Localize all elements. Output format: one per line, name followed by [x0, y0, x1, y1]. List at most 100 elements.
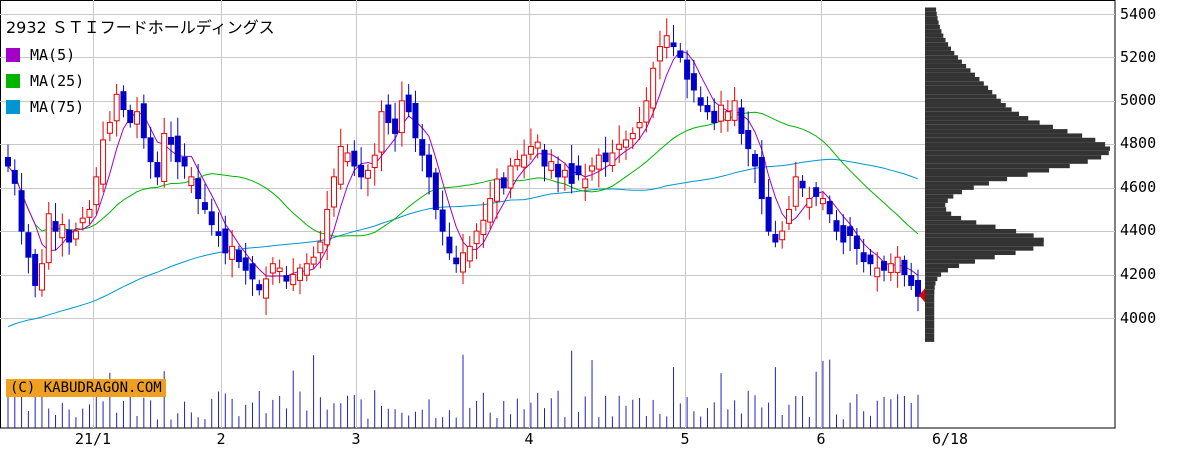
- profile-bar: [925, 85, 989, 90]
- profile-bar: [925, 315, 935, 321]
- x-tick-label: 5: [680, 430, 690, 448]
- profile-bar: [925, 281, 936, 286]
- candle-body: [303, 263, 310, 276]
- candle-body: [480, 219, 487, 236]
- profile-bar: [925, 90, 993, 95]
- profile-bar: [925, 103, 1006, 108]
- candle-body: [534, 141, 541, 149]
- profile-bar: [925, 211, 952, 216]
- candle-body: [650, 67, 657, 109]
- credit-badge: (C) KABUDRAGON.COM: [6, 379, 166, 397]
- y-tick-label: 5400: [1120, 5, 1157, 23]
- profile-bar: [925, 81, 984, 86]
- ma25-path: [7, 111, 919, 237]
- candle-body: [826, 201, 833, 215]
- candle-body: [785, 208, 792, 224]
- profile-bar: [925, 189, 962, 195]
- candle-body: [174, 135, 181, 163]
- profile-bar: [925, 246, 1034, 251]
- profile-bar: [925, 133, 1083, 138]
- profile-bar: [925, 220, 977, 225]
- candle-body: [127, 109, 134, 124]
- candle-body: [439, 209, 446, 232]
- candle-body: [840, 225, 847, 243]
- candle-body: [446, 236, 453, 254]
- candle-body: [25, 232, 32, 258]
- candle-body: [527, 145, 534, 155]
- x-tick-label: 3: [351, 430, 361, 448]
- profile-bar: [925, 168, 1050, 173]
- profile-bar: [925, 142, 1106, 147]
- candle-body: [378, 111, 385, 153]
- profile-bar: [925, 20, 939, 25]
- profile-bar: [925, 276, 938, 282]
- candle-body: [215, 231, 222, 236]
- profile-bar: [925, 185, 974, 190]
- candle-body: [589, 165, 596, 172]
- profile-bar: [925, 224, 996, 229]
- candle-body: [453, 257, 460, 265]
- candle-body: [582, 178, 589, 189]
- candle-body: [568, 163, 575, 184]
- candle-body: [317, 241, 324, 254]
- candlesticks: [5, 18, 921, 316]
- candle-body: [704, 104, 711, 113]
- candle-body: [847, 226, 854, 236]
- profile-bar: [925, 116, 1029, 121]
- candle-body: [38, 263, 45, 291]
- candle-body: [690, 73, 697, 91]
- legend-swatch-ma5: [6, 48, 20, 62]
- candle-body: [521, 154, 528, 168]
- candle-body: [86, 208, 93, 218]
- candle-body: [765, 196, 772, 232]
- profile-bar: [925, 259, 975, 264]
- profile-bar: [925, 194, 954, 199]
- candle-body: [616, 143, 623, 150]
- ma25-line: [7, 111, 919, 237]
- y-tick-label: 5200: [1120, 48, 1157, 66]
- candle-body: [629, 132, 636, 140]
- candle-body: [908, 275, 915, 286]
- candle-body: [541, 149, 548, 167]
- profile-bar: [925, 255, 995, 260]
- candle-body: [799, 180, 806, 189]
- candle-body: [813, 187, 820, 197]
- candle-body: [460, 252, 466, 273]
- profile-bar: [925, 163, 1070, 169]
- profile-bar: [925, 50, 955, 56]
- candle-body: [867, 254, 874, 265]
- candle-body: [229, 245, 236, 260]
- profile-bar: [925, 120, 1040, 125]
- y-tick-label: 4800: [1120, 134, 1157, 152]
- x-tick-label: 21/1: [74, 430, 112, 448]
- candle-body: [677, 50, 684, 58]
- candle-body: [643, 100, 650, 123]
- candle-body: [466, 245, 473, 262]
- candle-body: [711, 110, 718, 124]
- x-tick-label: 2: [216, 430, 226, 448]
- candle-body: [487, 198, 494, 223]
- profile-bar: [925, 233, 1034, 238]
- candle-body: [718, 104, 725, 122]
- y-tick-label: 4400: [1120, 221, 1157, 239]
- profile-bar: [925, 320, 935, 325]
- profile-bar: [925, 294, 935, 299]
- profile-bar: [925, 311, 935, 316]
- candle-body: [874, 267, 881, 278]
- candle-body: [609, 152, 616, 167]
- candle-body: [100, 139, 107, 185]
- x-tick-label: 4: [524, 430, 534, 448]
- candle-body: [297, 267, 304, 281]
- candle-body: [500, 177, 507, 189]
- candle-body: [147, 137, 154, 163]
- profile-bar: [925, 298, 935, 303]
- profile-bar: [925, 24, 940, 30]
- profile-bar: [925, 68, 971, 73]
- candle-body: [310, 256, 317, 265]
- volume-bars: [7, 350, 919, 428]
- candle-body: [853, 235, 860, 250]
- profile-bar: [925, 76, 980, 82]
- candle-body: [195, 178, 202, 200]
- candle-body: [392, 118, 399, 134]
- candle-body: [887, 263, 894, 273]
